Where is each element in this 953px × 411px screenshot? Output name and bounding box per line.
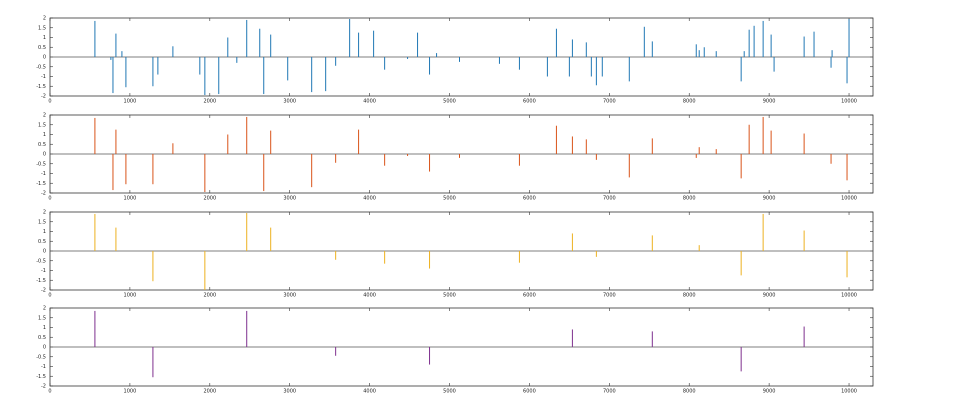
x-tick-label: 7000 (603, 99, 616, 105)
x-tick-label: 8000 (683, 389, 696, 395)
y-tick-label: 2 (43, 306, 46, 312)
y-tick-label: 2 (43, 113, 46, 119)
x-tick-label: 2000 (203, 293, 216, 299)
x-tick-label: 0 (48, 389, 51, 395)
x-tick-label: 3000 (283, 99, 296, 105)
x-tick-label: 7000 (603, 389, 616, 395)
y-tick-label: -1 (41, 171, 46, 177)
y-tick-label: 0 (43, 249, 46, 255)
x-tick-label: 5000 (443, 389, 456, 395)
x-tick-label: 9000 (763, 293, 776, 299)
y-tick-label: -0.5 (36, 354, 46, 360)
x-tick-label: 1000 (124, 196, 137, 202)
x-tick-label: 5000 (443, 196, 456, 202)
x-tick-label: 9000 (763, 99, 776, 105)
x-tick-label: 1000 (124, 389, 137, 395)
x-tick-label: 10000 (841, 389, 857, 395)
x-tick-label: 2000 (203, 196, 216, 202)
y-tick-label: -0.5 (36, 161, 46, 167)
y-tick-label: -0.5 (36, 258, 46, 264)
y-tick-label: 0 (43, 152, 46, 158)
y-tick-label: 0.5 (38, 335, 46, 341)
y-tick-label: 2 (43, 210, 46, 216)
y-tick-label: -1.5 (36, 181, 46, 187)
y-tick-label: 0 (43, 345, 46, 351)
x-tick-label: 3000 (283, 293, 296, 299)
x-tick-label: 6000 (523, 99, 536, 105)
y-tick-label: 1 (43, 325, 46, 331)
y-tick-label: -0.5 (36, 64, 46, 70)
y-tick-label: 1 (43, 35, 46, 41)
y-tick-label: 2 (43, 16, 46, 22)
x-tick-label: 4000 (363, 389, 376, 395)
y-tick-label: -1 (41, 268, 46, 274)
x-tick-label: 4000 (363, 196, 376, 202)
x-tick-label: 6000 (523, 293, 536, 299)
y-tick-label: 0.5 (38, 239, 46, 245)
x-tick-label: 2000 (203, 99, 216, 105)
y-tick-label: 1.5 (38, 315, 46, 321)
x-tick-label: 8000 (683, 196, 696, 202)
y-tick-label: -2 (41, 191, 46, 197)
x-tick-label: 6000 (523, 196, 536, 202)
x-tick-label: 5000 (443, 99, 456, 105)
x-tick-label: 9000 (763, 196, 776, 202)
x-tick-label: 8000 (683, 99, 696, 105)
x-tick-label: 4000 (363, 99, 376, 105)
x-tick-label: 9000 (763, 389, 776, 395)
y-tick-label: -1.5 (36, 278, 46, 284)
x-tick-label: 0 (48, 196, 51, 202)
y-tick-label: -1.5 (36, 374, 46, 380)
y-tick-label: 0 (43, 55, 46, 61)
x-tick-label: 5000 (443, 293, 456, 299)
y-tick-label: 1.5 (38, 122, 46, 128)
y-tick-label: 1.5 (38, 219, 46, 225)
x-tick-label: 10000 (841, 293, 857, 299)
x-tick-label: 1000 (124, 99, 137, 105)
x-tick-label: 0 (48, 293, 51, 299)
x-tick-label: 10000 (841, 196, 857, 202)
x-tick-label: 7000 (603, 293, 616, 299)
y-tick-label: -2 (41, 94, 46, 100)
x-tick-label: 1000 (124, 293, 137, 299)
x-tick-label: 8000 (683, 293, 696, 299)
y-tick-label: -1 (41, 74, 46, 80)
x-tick-label: 3000 (283, 389, 296, 395)
y-tick-label: 1 (43, 132, 46, 138)
x-tick-label: 0 (48, 99, 51, 105)
y-tick-label: 1.5 (38, 25, 46, 31)
y-tick-label: 0.5 (38, 45, 46, 51)
y-tick-label: 0.5 (38, 142, 46, 148)
y-tick-label: -2 (41, 288, 46, 294)
x-tick-label: 10000 (841, 99, 857, 105)
y-tick-label: -1.5 (36, 84, 46, 90)
x-tick-label: 3000 (283, 196, 296, 202)
y-tick-label: -2 (41, 384, 46, 390)
x-tick-label: 7000 (603, 196, 616, 202)
x-tick-label: 6000 (523, 389, 536, 395)
y-tick-label: -1 (41, 364, 46, 370)
x-tick-label: 2000 (203, 389, 216, 395)
y-tick-label: 1 (43, 229, 46, 235)
x-tick-label: 4000 (363, 293, 376, 299)
